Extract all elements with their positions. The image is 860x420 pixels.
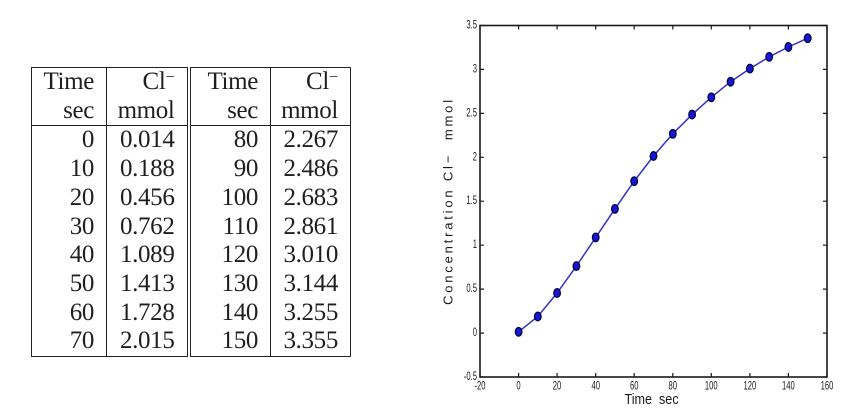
svg-text:0: 0	[516, 380, 521, 393]
svg-text:Time sec: Time sec	[624, 391, 678, 407]
svg-text:Concentration Cl− mmol: Concentration Cl− mmol	[441, 97, 456, 305]
svg-text:1: 1	[473, 239, 477, 252]
svg-text:120: 120	[744, 380, 757, 393]
svg-text:0: 0	[473, 327, 478, 340]
svg-text:3: 3	[473, 63, 477, 76]
svg-text:140: 140	[782, 380, 795, 393]
svg-text:40: 40	[591, 380, 600, 393]
svg-text:-0.5: -0.5	[464, 371, 478, 384]
svg-text:-20: -20	[474, 380, 485, 393]
svg-text:1.5: 1.5	[466, 195, 477, 208]
svg-text:2: 2	[473, 151, 477, 164]
svg-text:3.5: 3.5	[466, 19, 477, 32]
svg-text:160: 160	[821, 380, 834, 393]
svg-text:100: 100	[705, 380, 718, 393]
svg-text:0.5: 0.5	[466, 283, 477, 296]
svg-text:20: 20	[553, 380, 562, 393]
svg-text:2.5: 2.5	[466, 107, 477, 120]
svg-text:60: 60	[630, 380, 639, 393]
svg-text:80: 80	[669, 380, 678, 393]
